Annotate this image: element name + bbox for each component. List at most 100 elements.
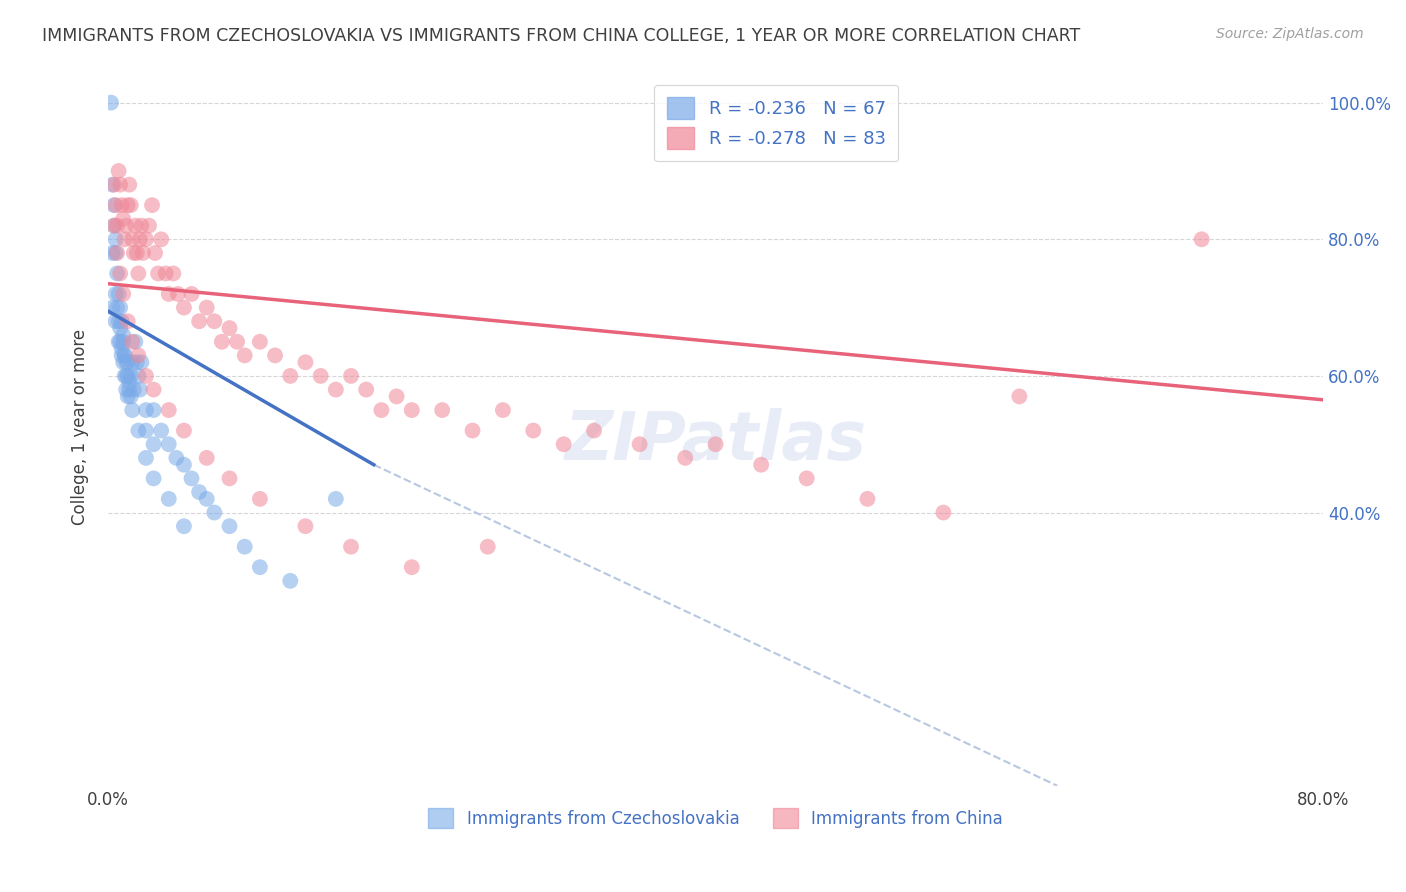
Point	[101, 246, 124, 260]
Point	[142, 437, 165, 451]
Point	[114, 348, 136, 362]
Point	[157, 403, 180, 417]
Point	[135, 232, 157, 246]
Point	[112, 334, 135, 349]
Point	[340, 540, 363, 554]
Point	[118, 383, 141, 397]
Point	[108, 321, 131, 335]
Point	[385, 389, 408, 403]
Point	[112, 327, 135, 342]
Point	[202, 314, 225, 328]
Point	[118, 178, 141, 192]
Point	[430, 403, 453, 417]
Point	[117, 355, 139, 369]
Point	[127, 368, 149, 383]
Point	[522, 424, 544, 438]
Point	[704, 437, 727, 451]
Point	[477, 540, 499, 554]
Point	[103, 178, 125, 192]
Point	[135, 403, 157, 417]
Point	[932, 506, 955, 520]
Point	[173, 424, 195, 438]
Point	[108, 334, 131, 349]
Point	[103, 219, 125, 233]
Point	[226, 334, 249, 349]
Point	[104, 287, 127, 301]
Point	[195, 491, 218, 506]
Point	[121, 232, 143, 246]
Point	[233, 540, 256, 554]
Point	[105, 267, 128, 281]
Point	[107, 287, 129, 301]
Point	[157, 437, 180, 451]
Point	[115, 355, 138, 369]
Point	[309, 368, 332, 383]
Point	[195, 450, 218, 465]
Point	[173, 458, 195, 472]
Point	[142, 383, 165, 397]
Point	[188, 485, 211, 500]
Point	[122, 246, 145, 260]
Point	[325, 383, 347, 397]
Point	[104, 246, 127, 260]
Point	[104, 232, 127, 246]
Point	[107, 164, 129, 178]
Point	[122, 383, 145, 397]
Point	[121, 334, 143, 349]
Point	[157, 287, 180, 301]
Point	[107, 334, 129, 349]
Text: ZIPatlas: ZIPatlas	[565, 409, 866, 475]
Point	[121, 403, 143, 417]
Point	[117, 314, 139, 328]
Point	[111, 342, 134, 356]
Point	[117, 368, 139, 383]
Point	[105, 246, 128, 260]
Point	[100, 95, 122, 110]
Point	[138, 219, 160, 233]
Point	[112, 287, 135, 301]
Point	[628, 437, 651, 451]
Point	[104, 198, 127, 212]
Point	[278, 368, 301, 383]
Point	[188, 314, 211, 328]
Point	[114, 368, 136, 383]
Point	[856, 491, 879, 506]
Point	[673, 450, 696, 465]
Point	[143, 246, 166, 260]
Point	[340, 368, 363, 383]
Point	[124, 219, 146, 233]
Point	[211, 334, 233, 349]
Point	[131, 219, 153, 233]
Point	[157, 491, 180, 506]
Point	[101, 301, 124, 315]
Point	[167, 287, 190, 301]
Point	[112, 355, 135, 369]
Point	[108, 178, 131, 192]
Point	[180, 471, 202, 485]
Point	[125, 355, 148, 369]
Point	[218, 519, 240, 533]
Point	[118, 376, 141, 390]
Point	[107, 314, 129, 328]
Point	[150, 424, 173, 438]
Point	[108, 267, 131, 281]
Point	[202, 506, 225, 520]
Point	[142, 471, 165, 485]
Point	[796, 471, 818, 485]
Point	[150, 232, 173, 246]
Point	[111, 198, 134, 212]
Point	[135, 424, 157, 438]
Point	[173, 301, 195, 315]
Point	[103, 198, 125, 212]
Point	[120, 368, 142, 383]
Point	[105, 219, 128, 233]
Point	[142, 403, 165, 417]
Point	[103, 219, 125, 233]
Text: Source: ZipAtlas.com: Source: ZipAtlas.com	[1216, 27, 1364, 41]
Point	[112, 211, 135, 226]
Point	[128, 383, 150, 397]
Point	[294, 355, 316, 369]
Legend: Immigrants from Czechoslovakia, Immigrants from China: Immigrants from Czechoslovakia, Immigran…	[422, 801, 1010, 835]
Point	[294, 519, 316, 533]
Point	[278, 574, 301, 588]
